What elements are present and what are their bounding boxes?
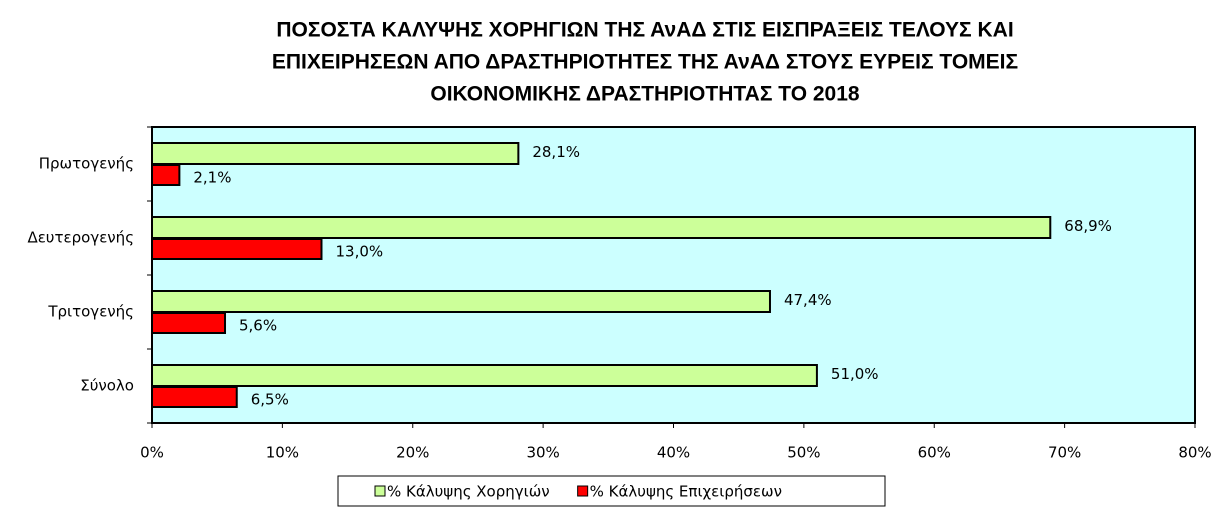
x-tick-label: 50%	[787, 444, 820, 462]
bar	[151, 364, 818, 387]
data-label: 47,4%	[784, 291, 832, 309]
bar	[151, 142, 520, 165]
x-tick-label: 80%	[1178, 444, 1211, 462]
bar	[151, 164, 181, 186]
bar	[151, 290, 771, 313]
legend	[337, 475, 886, 507]
data-label: 5,6%	[239, 317, 277, 335]
x-tick-label: 30%	[526, 444, 559, 462]
chart-title: ΟΙΚΟΝΟΜΙΚΗΣ ΔΡΑΣΤΗΡΙΟΤΗΤΑΣ ΤΟ 2018	[430, 83, 860, 106]
x-tick-label: 20%	[396, 444, 429, 462]
x-tick-label: 70%	[1048, 444, 1081, 462]
legend-label: % Κάλυψης Χορηγιών	[387, 483, 550, 501]
legend-swatch	[577, 485, 589, 497]
data-label: 68,9%	[1064, 217, 1112, 235]
x-tick-label: 60%	[918, 444, 951, 462]
legend-swatch	[374, 485, 386, 497]
bar	[151, 312, 227, 334]
chart-title: ΕΠΙΧΕΙΡΗΣΕΩΝ ΑΠΟ ΔΡΑΣΤΗΡΙΟΤΗΤΕΣ ΤΗΣ ΑνΑΔ…	[272, 51, 1018, 74]
legend-label: % Κάλυψης Επιχειρήσεων	[590, 483, 782, 501]
data-label: 6,5%	[251, 391, 289, 409]
data-label: 2,1%	[193, 169, 231, 187]
y-tick-label: Τριτογενής	[47, 303, 134, 321]
data-label: 13,0%	[335, 243, 383, 261]
y-tick-label: Δευτερογενής	[27, 229, 134, 247]
y-tick-label: Σύνολο	[80, 377, 134, 395]
data-label: 51,0%	[831, 365, 879, 383]
chart-title: ΠΟΣΟΣΤΑ ΚΑΛΥΨΗΣ ΧΟΡΗΓΙΩΝ ΤΗΣ ΑνΑΔ ΣΤΙΣ Ε…	[276, 19, 1013, 42]
data-label: 28,1%	[532, 143, 580, 161]
x-tick-label: 10%	[266, 444, 299, 462]
y-tick-label: Πρωτογενής	[39, 155, 134, 173]
x-tick-label: 0%	[140, 444, 164, 462]
bar	[151, 216, 1052, 239]
x-tick-label: 40%	[657, 444, 690, 462]
bar	[151, 238, 323, 260]
bar	[151, 386, 238, 408]
